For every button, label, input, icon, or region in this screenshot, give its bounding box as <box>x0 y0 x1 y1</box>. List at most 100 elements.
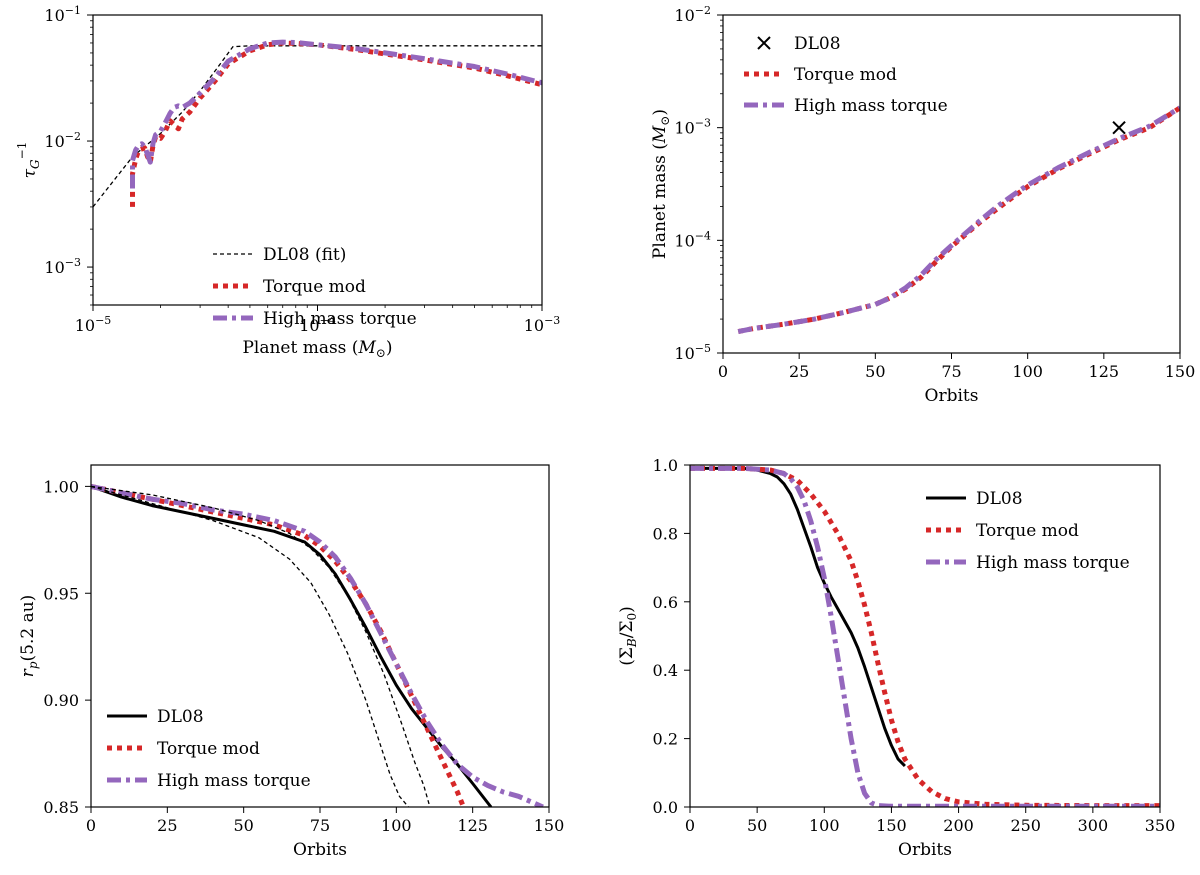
marker-stroke <box>757 36 771 50</box>
text-part: −3 <box>544 314 560 327</box>
text-part: −1 <box>15 142 29 160</box>
x-axis-ticks: 0 25 50 75 100 125 150 <box>86 807 564 835</box>
text-part: /Σ <box>617 621 637 639</box>
y-axis-ticks: 0.85 0.90 0.95 1.00 <box>43 477 91 817</box>
series-torque-mod <box>91 483 466 807</box>
x-tick-label: 250 <box>1010 816 1041 835</box>
text-part: (5.2 au) <box>18 595 38 662</box>
y-tick-label: 0.90 <box>43 691 79 710</box>
dl08-marker <box>1112 120 1126 135</box>
series-torque-mod <box>690 465 1160 807</box>
legend-label: High mass torque <box>976 553 1130 573</box>
y-tick-label: 10−5 <box>674 342 711 363</box>
text-part: 10 <box>44 258 64 277</box>
x-tick-label: 0 <box>718 362 728 381</box>
panel-d: 0 50 100 150 200 250 300 350 0.0 0.2 0.4 0.6 0.8 1.0 O… <box>617 456 1175 860</box>
text-part: −1 <box>65 4 81 17</box>
text-part: −3 <box>65 256 81 269</box>
y-tick-label: 0.85 <box>43 798 79 817</box>
y-tick-label: 0.8 <box>653 524 678 543</box>
text-part: B <box>625 638 639 648</box>
y-tick-label: 10−4 <box>674 229 711 250</box>
x-tick-label: 300 <box>1078 816 1109 835</box>
series-high-mass-torque <box>690 465 1160 807</box>
plot-area <box>690 465 1160 807</box>
x-tick-label: 75 <box>941 362 961 381</box>
y-tick-label: 10−2 <box>44 130 81 151</box>
legend-label: DL08 <box>794 34 841 54</box>
legend-label: DL08 (fit) <box>263 245 346 265</box>
text-part: (Σ <box>617 647 637 666</box>
y-tick-label: 0.6 <box>653 593 678 612</box>
text-part: ) <box>650 109 670 116</box>
series-torque-mod <box>737 105 1180 335</box>
text-part: Planet mass ( <box>242 338 358 358</box>
series-high-mass-torque <box>91 483 544 807</box>
text-part: −5 <box>95 314 111 327</box>
x-tick-label: 200 <box>943 816 974 835</box>
x-axis-ticks: 0 25 50 75 100 125 150 <box>718 353 1195 381</box>
text-part: −3 <box>695 117 711 130</box>
x-axis-label: Orbits <box>293 840 347 860</box>
text-part: Planet mass ( <box>650 143 670 259</box>
series-dl08 <box>690 466 906 768</box>
x-tick-label: 150 <box>1165 362 1196 381</box>
y-axis-ticks: 10−510−410−310−2 <box>674 4 723 363</box>
x-tick-label: 25 <box>789 362 809 381</box>
x-tick-label: 150 <box>534 816 565 835</box>
y-tick-label: 10−3 <box>44 256 81 277</box>
x-tick-label: 10−5 <box>75 314 112 335</box>
text-part: 10 <box>674 119 694 138</box>
y-tick-label: 1.0 <box>653 456 678 475</box>
x-axis-label: Orbits <box>898 840 952 860</box>
y-tick-label: 0.95 <box>43 584 79 603</box>
plot-area <box>91 483 544 807</box>
x-tick-label: 10−4 <box>299 314 336 335</box>
x-tick-label: 100 <box>1012 362 1043 381</box>
x-tick-label: 125 <box>1089 362 1120 381</box>
text-part: 10 <box>299 316 319 335</box>
text-part: 10 <box>674 344 694 363</box>
x-tick-label: 0 <box>685 816 695 835</box>
legend-label: DL08 <box>976 489 1023 509</box>
text-part: τ <box>20 168 40 178</box>
plot-area <box>93 39 542 208</box>
text-part: M <box>357 338 376 358</box>
marker-stroke <box>1112 120 1126 135</box>
axes-frame <box>722 14 1181 354</box>
text-part: −4 <box>695 229 711 242</box>
legend-label: Torque mod <box>976 521 1079 541</box>
text-part: 0 <box>625 613 639 621</box>
legend-label: Torque mod <box>794 65 897 85</box>
x-axis-ticks: 0 50 100 150 200 250 300 350 <box>685 807 1175 835</box>
y-tick-label: 10−2 <box>674 4 711 25</box>
panel-c: 0 25 50 75 100 125 150 0.85 0.90 0.95 1.00 Orbits rp… <box>18 464 564 860</box>
legend-label: Torque mod <box>157 739 260 759</box>
text-part: 10 <box>44 6 64 25</box>
series-high-mass-torque <box>737 105 1180 335</box>
text-part: −2 <box>65 130 81 143</box>
legend: DL08 Torque mod High mass torque <box>744 34 948 116</box>
axes-frame <box>689 464 1161 808</box>
legend-label: High mass torque <box>263 309 417 329</box>
series-dl08-reference-3 <box>91 485 409 807</box>
x-tick-label: 75 <box>310 816 330 835</box>
x-tick-label: 0 <box>86 816 96 835</box>
series-torque-mod <box>130 40 542 207</box>
x-tick-label: 150 <box>876 816 907 835</box>
text-part: −5 <box>695 342 711 355</box>
y-axis-label: Planet mass (M⊙) <box>650 109 672 259</box>
panel-b: 0 25 50 75 100 125 15010−510−410−310−2OrbitsPl… <box>650 4 1195 406</box>
text-part: M <box>650 125 670 144</box>
text-part: r <box>18 668 38 677</box>
text-part: ⊙ <box>376 346 386 360</box>
x-tick-label: 100 <box>381 816 412 835</box>
text-part: G <box>28 159 42 169</box>
legend: DL08 Torque mod High mass torque <box>107 707 311 791</box>
text-part: −2 <box>695 4 711 17</box>
y-axis-ticks: 10−310−210−1 <box>44 4 93 306</box>
x-tick-label: 50 <box>747 816 767 835</box>
y-tick-label: 1.00 <box>43 477 79 496</box>
x-tick-label: 350 <box>1145 816 1176 835</box>
